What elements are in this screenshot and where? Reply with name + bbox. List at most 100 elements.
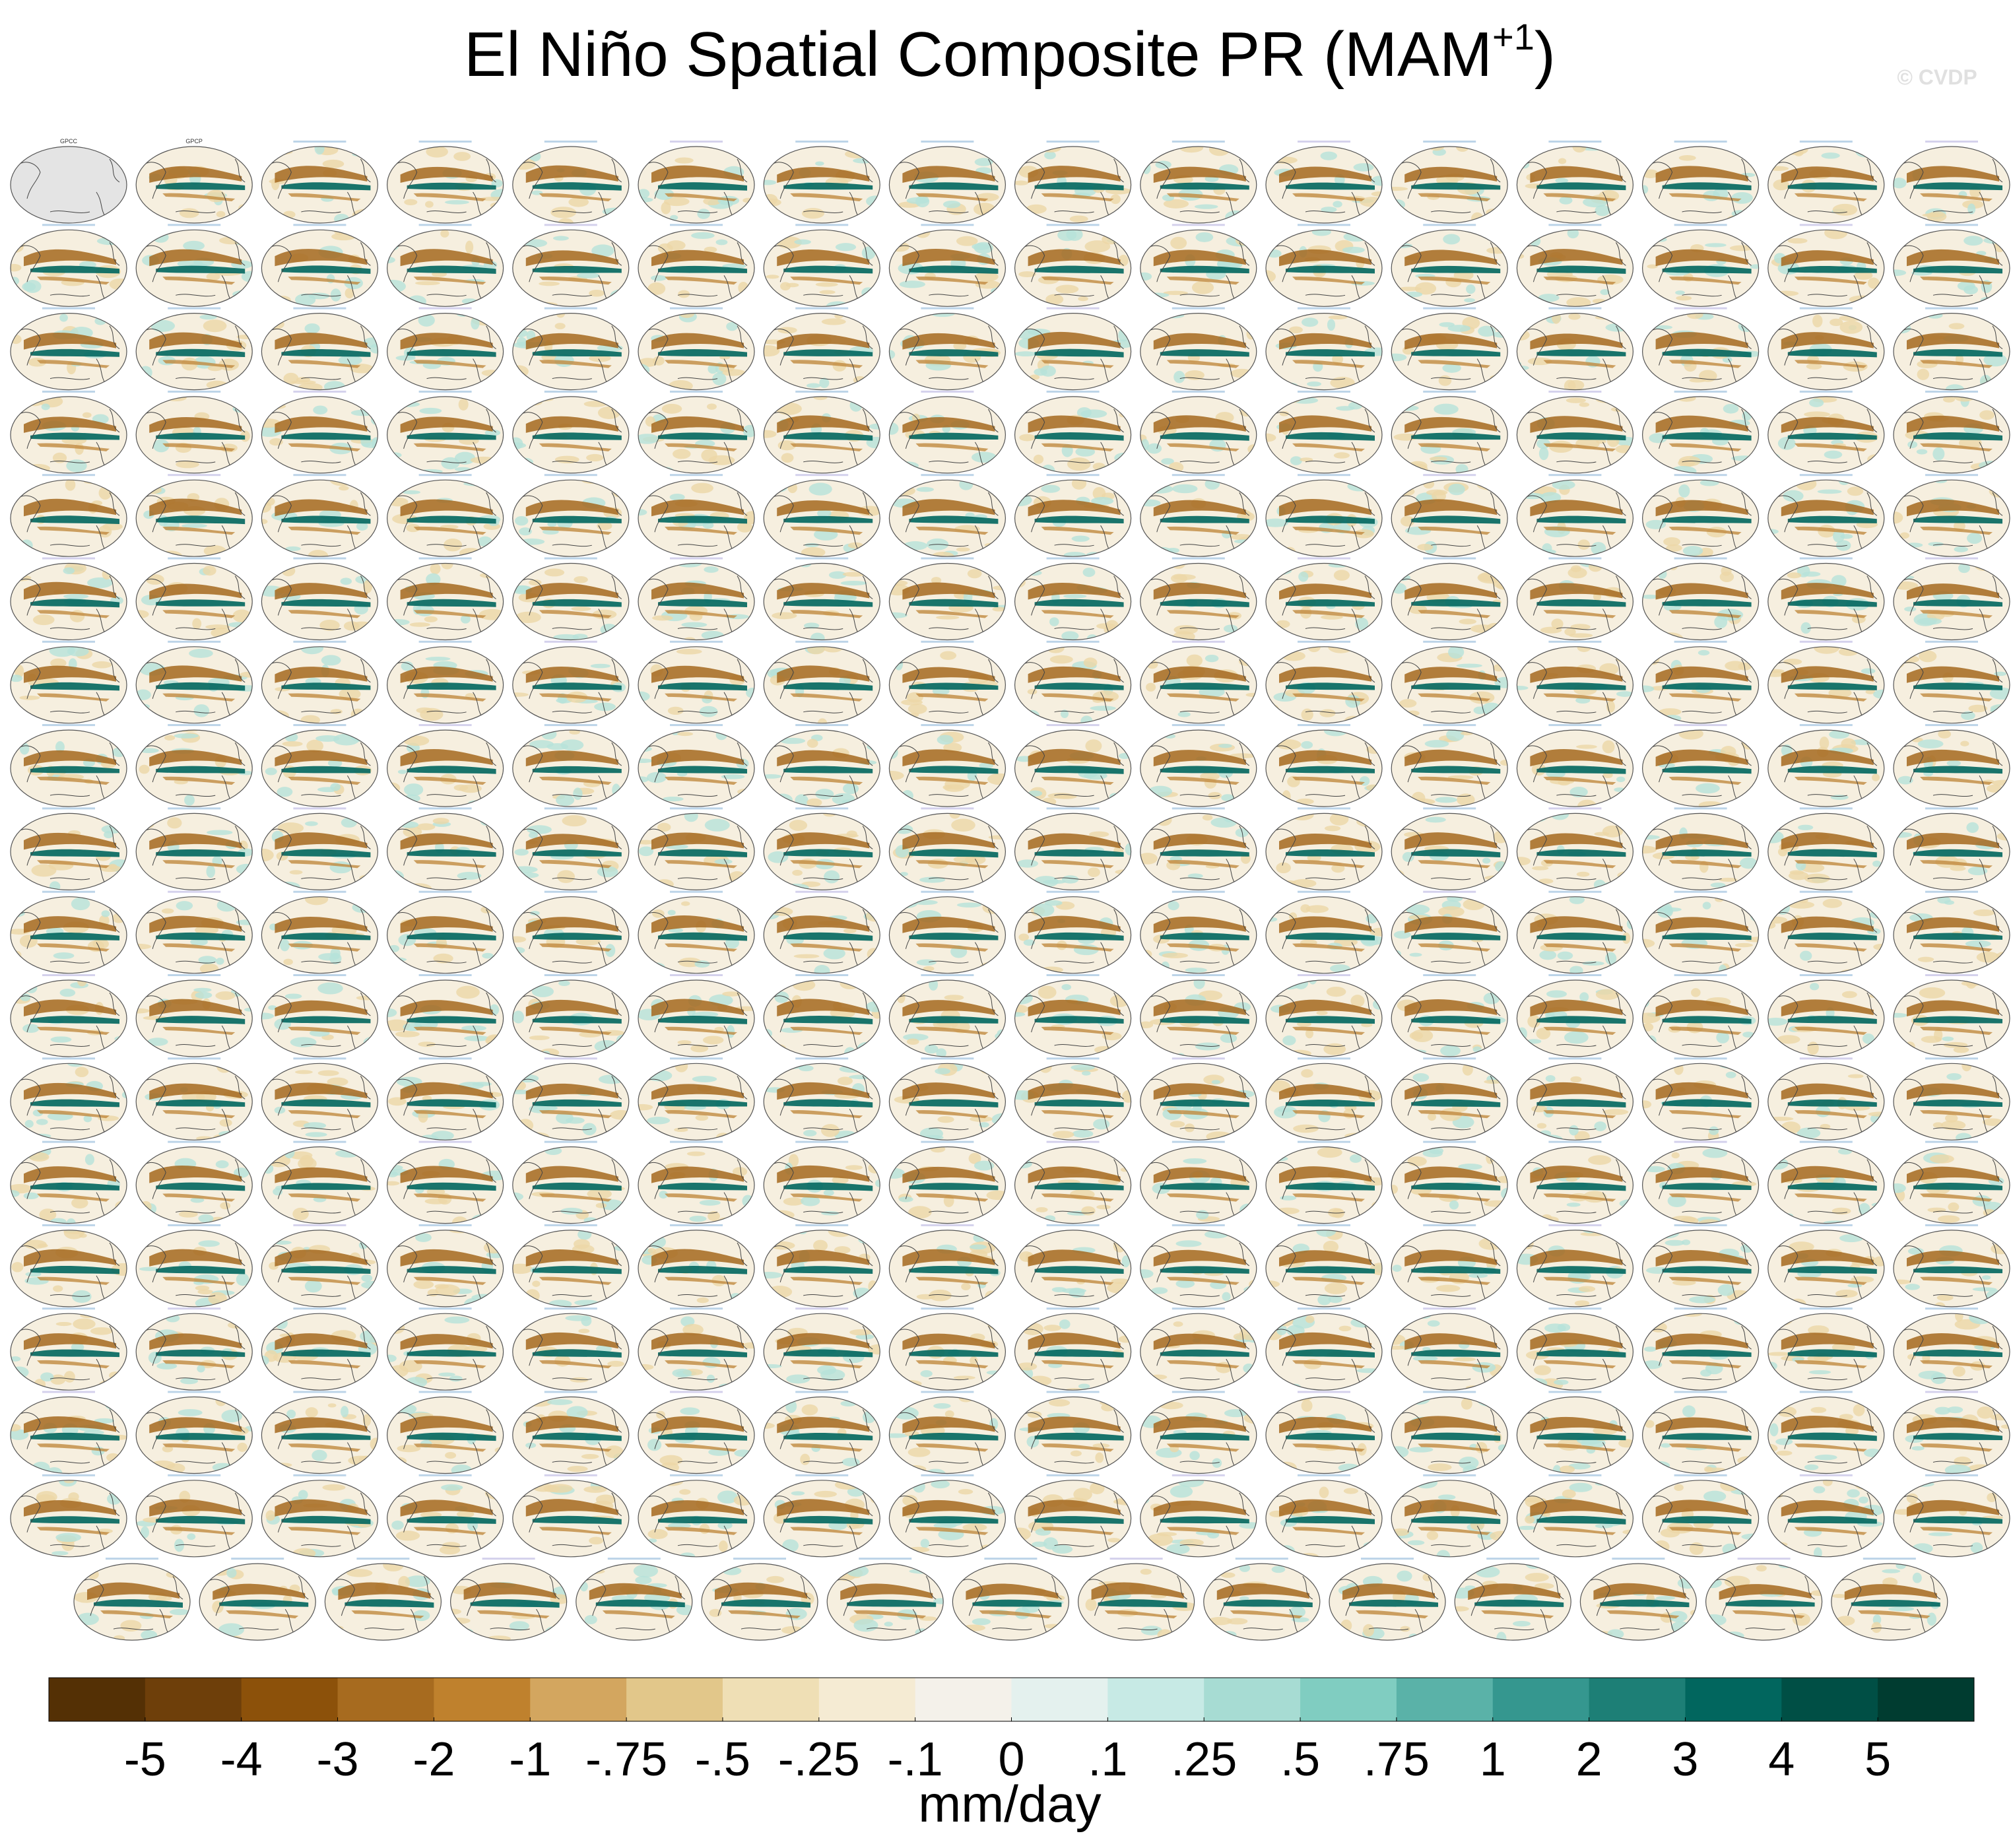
map-content: [764, 980, 880, 1057]
map-blob: [516, 337, 527, 346]
map-blob: [1448, 646, 1465, 659]
map-blob: [1642, 1074, 1652, 1083]
map-blob: [329, 480, 356, 486]
map-blob: [1668, 563, 1678, 571]
map-coast: [770, 242, 873, 302]
map-dry-band: [1668, 276, 1742, 285]
map-coast: [1523, 242, 1626, 302]
panel-title-placeholder: [1548, 141, 1602, 143]
map-blob: [595, 1203, 607, 1208]
map-blob: [189, 649, 213, 658]
map-blob: [1266, 518, 1289, 527]
map-blob: [1866, 298, 1883, 307]
map-dry-band: [915, 360, 989, 368]
map-blob: [387, 799, 405, 807]
map-outline: [888, 229, 1006, 307]
map-dry-band: [149, 833, 242, 850]
map-blob: [673, 449, 691, 459]
map-panel: [1893, 640, 2010, 724]
map-blob: [454, 467, 471, 472]
map-blob: [1061, 875, 1079, 884]
map-blob: [638, 1146, 659, 1154]
map-outline: [638, 479, 755, 557]
map-blob: [512, 158, 536, 170]
map-dry-band: [37, 776, 110, 785]
panel-title-placeholder: [1799, 807, 1853, 810]
panel-title-placeholder: [1548, 557, 1602, 560]
map-blob: [1608, 548, 1625, 557]
map-blob: [1979, 410, 1995, 420]
map-blob: [321, 655, 341, 666]
map-blob: [96, 563, 120, 570]
map-wet-band: [909, 349, 999, 357]
map-blob: [1642, 1067, 1659, 1078]
map-wet-band: [1286, 182, 1375, 190]
map-content: [136, 313, 253, 390]
map-dry-band: [1781, 999, 1874, 1016]
map-blob: [486, 1034, 504, 1045]
map-wet-band: [532, 1016, 622, 1024]
map-content: [889, 980, 1006, 1057]
map-outline: [386, 979, 504, 1057]
panel-title-placeholder: [795, 1140, 849, 1143]
map-blob: [819, 290, 836, 294]
map-wet-band: [1913, 933, 2002, 940]
map-blob: [810, 632, 825, 640]
map-dry-band: [1292, 443, 1365, 451]
map-blob: [616, 219, 629, 223]
map-blob: [814, 964, 830, 974]
panel-title-placeholder: [293, 724, 346, 727]
map-dry-band: [902, 249, 995, 267]
map-blob: [1081, 1206, 1096, 1216]
map-blob: [557, 870, 575, 883]
map-blob: [65, 480, 76, 491]
map-blob: [1028, 790, 1043, 797]
map-blob: [1579, 992, 1589, 1002]
map-content: [889, 1146, 1006, 1224]
map-blob: [1405, 904, 1430, 915]
map-blob: [1595, 989, 1620, 1000]
map-blob: [1529, 717, 1541, 723]
map-blob: [1266, 433, 1276, 442]
map-blob: [1478, 325, 1496, 337]
map-blob: [1896, 646, 1913, 658]
map-panel: [512, 640, 630, 724]
map-coast: [1774, 992, 1878, 1053]
map-blob: [894, 647, 908, 655]
map-blob: [84, 1154, 94, 1166]
map-blob: [147, 1038, 168, 1046]
map-blob: [148, 469, 169, 473]
map-blob: [1333, 452, 1350, 459]
panel-title-placeholder: [1172, 141, 1225, 143]
map-outline: [512, 562, 630, 641]
map-dry-band: [1153, 582, 1246, 600]
map-coast: [519, 826, 622, 886]
map-blob: [215, 1160, 229, 1169]
map-coast: [268, 992, 371, 1053]
map-blob: [330, 709, 343, 715]
map-outline: [135, 812, 253, 891]
map-blob: [1558, 158, 1567, 164]
map-wet-band: [281, 766, 371, 774]
map-coast: [1523, 992, 1626, 1053]
map-blob: [1473, 706, 1486, 715]
map-dry-band: [288, 610, 361, 618]
map-blob: [492, 293, 504, 300]
panel-title-placeholder: [1423, 974, 1476, 976]
map-panel: [386, 640, 504, 724]
map-content: [512, 1230, 629, 1307]
panel-title-placeholder: [544, 557, 597, 560]
map-blob: [871, 288, 880, 302]
map-blob: [1804, 873, 1830, 884]
map-outline: [261, 146, 378, 224]
map-blob: [614, 1052, 629, 1057]
map-content: [261, 1230, 378, 1307]
map-blob: [304, 896, 329, 906]
map-blob: [1917, 739, 1944, 749]
map-blob: [1566, 1203, 1581, 1207]
panel-title-placeholder: [1925, 724, 1978, 727]
map-blob: [771, 907, 793, 916]
map-wet-band: [1662, 1016, 1752, 1024]
map-blob: [676, 649, 702, 655]
